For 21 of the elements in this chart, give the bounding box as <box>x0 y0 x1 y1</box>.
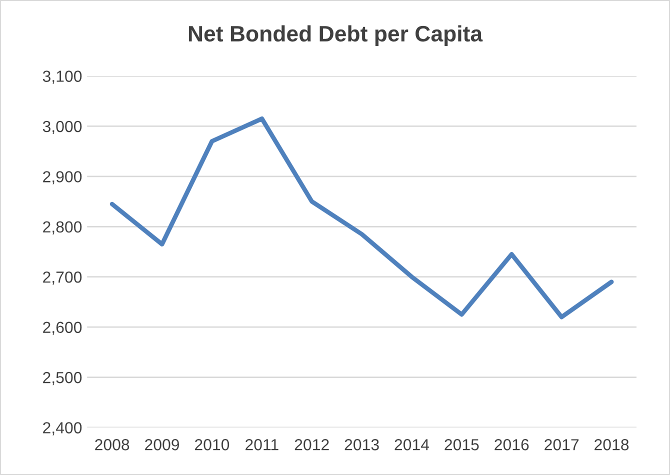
chart-title: Net Bonded Debt per Capita <box>188 25 483 46</box>
x-tick-label: 2016 <box>494 439 529 450</box>
x-tick-label: 2014 <box>394 439 430 450</box>
x-tick-label: 2012 <box>294 439 329 450</box>
y-tick-label: 3,100 <box>42 70 82 84</box>
y-tick-label: 2,900 <box>43 171 82 184</box>
y-tick-label: 2,800 <box>43 221 82 234</box>
x-tick-label: 2008 <box>95 439 130 450</box>
y-tick-label: 2,600 <box>43 322 82 335</box>
x-tick-label: 2010 <box>195 439 230 450</box>
x-tick-label: 2013 <box>344 439 379 450</box>
y-tick-label: 2,700 <box>43 271 82 285</box>
x-tick-label: 2018 <box>594 439 629 450</box>
x-tick-label: 2017 <box>544 439 579 450</box>
x-tick-label: 2011 <box>246 439 278 450</box>
x-tick-label: 2015 <box>444 439 479 450</box>
line-series <box>110 116 614 320</box>
y-tick-label: 3,000 <box>42 120 82 134</box>
y-tick-label: 2,400 <box>43 422 82 436</box>
x-tick-label: 2009 <box>145 439 180 450</box>
y-tick-label: 2,500 <box>43 372 82 386</box>
